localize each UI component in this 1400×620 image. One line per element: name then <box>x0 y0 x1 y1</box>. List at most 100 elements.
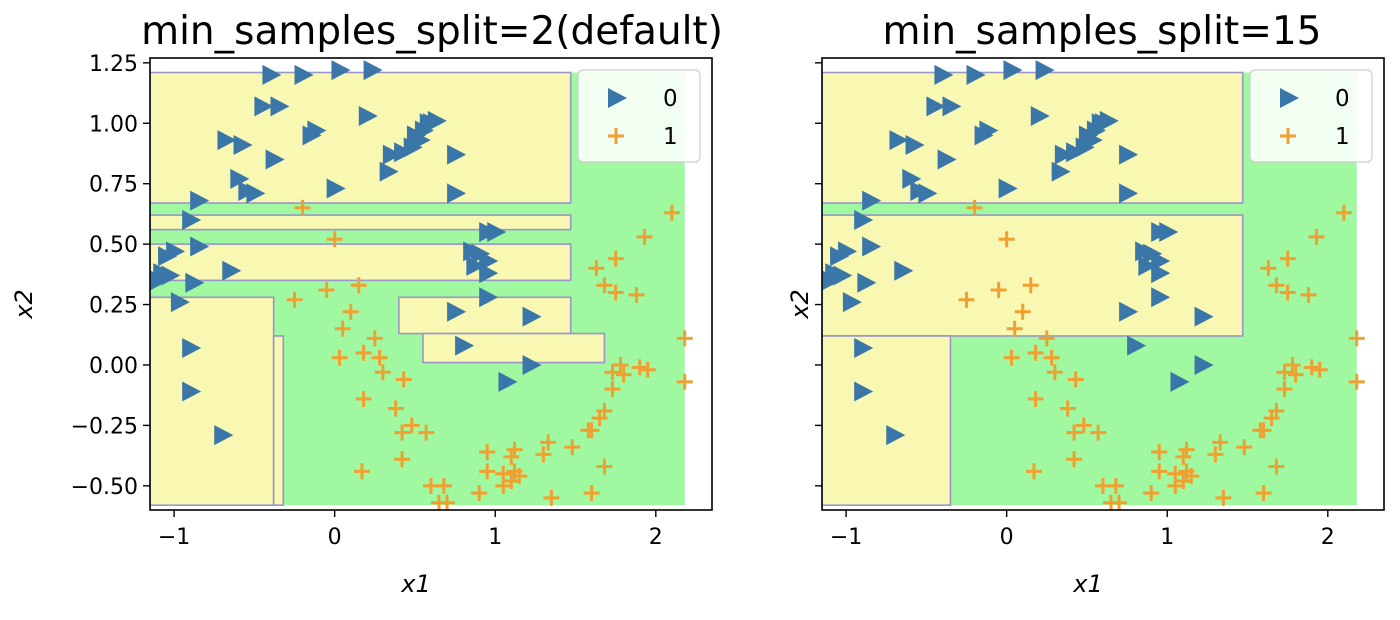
data-point-class-0 <box>1066 142 1086 163</box>
data-point-class-1 <box>1212 434 1229 451</box>
data-point-class-1 <box>1046 364 1063 381</box>
data-point-class-1 <box>1090 424 1107 441</box>
data-point-class-0 <box>150 270 170 291</box>
data-point-class-1 <box>1303 359 1320 376</box>
data-point-class-1 <box>286 291 303 308</box>
data-point-class-0 <box>379 161 399 182</box>
data-point-class-0 <box>1159 222 1179 243</box>
data-point-class-1 <box>1027 390 1044 407</box>
data-point-class-0 <box>233 135 253 156</box>
data-point-class-1 <box>1067 371 1084 388</box>
data-point-class-1 <box>1311 361 1328 378</box>
data-point-class-1 <box>1348 373 1365 390</box>
data-point-class-0 <box>326 178 346 199</box>
data-point-class-1 <box>1006 320 1023 337</box>
data-point-class-1 <box>543 489 560 506</box>
y-tick-label: 0.25 <box>89 294 138 319</box>
y-tick-label: −0.50 <box>71 475 138 500</box>
data-point-class-1 <box>958 291 975 308</box>
legend-label-1: 1 <box>663 124 678 150</box>
data-point-class-0 <box>1078 125 1098 146</box>
data-point-class-0 <box>830 246 850 267</box>
data-point-class-1 <box>294 199 311 216</box>
data-point-class-0 <box>158 246 178 267</box>
data-point-class-1 <box>1236 439 1253 456</box>
data-point-class-1 <box>612 356 629 373</box>
y-axis-label: x2 <box>10 289 38 319</box>
data-point-class-1 <box>387 400 404 417</box>
y-tick-label: 1.00 <box>89 112 138 137</box>
axes-frame <box>821 57 1385 511</box>
data-point-class-1 <box>394 451 411 468</box>
data-point-class-1 <box>1300 286 1317 303</box>
data-point-class-0 <box>394 142 414 163</box>
data-point-class-1 <box>503 472 520 489</box>
data-point-class-0 <box>217 130 237 151</box>
data-point-class-0 <box>222 260 242 281</box>
data-point-class-1 <box>604 381 621 398</box>
data-point-class-1 <box>1025 463 1042 480</box>
data-point-class-0 <box>182 338 202 359</box>
data-point-class-1 <box>371 349 388 366</box>
data-point-class-1 <box>435 477 452 494</box>
data-point-class-1 <box>535 446 552 463</box>
data-point-class-0 <box>246 183 266 204</box>
data-point-class-0 <box>358 106 378 127</box>
data-point-class-0 <box>1054 144 1074 165</box>
data-point-class-0 <box>886 425 906 446</box>
data-point-class-0 <box>894 260 914 281</box>
data-point-class-1 <box>471 485 488 502</box>
data-point-class-1 <box>1167 477 1184 494</box>
data-point-class-1 <box>966 199 983 216</box>
legend-marker-class-1 <box>608 128 624 144</box>
data-point-class-1 <box>596 402 613 419</box>
x-axis-label: x1 <box>1072 570 1102 598</box>
data-point-class-1 <box>394 424 411 441</box>
x-axis-label: x1 <box>400 570 430 598</box>
data-point-class-1 <box>676 330 693 347</box>
data-point-class-0 <box>854 381 874 402</box>
data-point-class-0 <box>966 64 986 85</box>
data-point-class-0 <box>262 64 282 85</box>
data-point-class-1 <box>350 277 367 294</box>
data-point-class-1 <box>1215 489 1232 506</box>
x-tick-label: 2 <box>1321 525 1335 550</box>
data-point-class-1 <box>1276 381 1293 398</box>
y-tick-label: 0.00 <box>89 354 138 379</box>
data-point-class-1 <box>1143 485 1160 502</box>
legend-label-0: 0 <box>663 86 678 112</box>
data-point-class-0 <box>926 96 946 117</box>
data-point-class-0 <box>427 110 447 131</box>
data-point-class-1 <box>1003 349 1020 366</box>
decision-region-class-0 <box>422 332 606 364</box>
data-point-class-0 <box>1119 183 1139 204</box>
y-tick-label: 0.50 <box>89 233 138 258</box>
data-point-class-0 <box>331 60 351 81</box>
data-point-class-0 <box>1138 255 1158 276</box>
decision-region-class-0 <box>150 71 572 204</box>
data-point-class-1 <box>990 282 1007 299</box>
data-point-class-1 <box>663 204 680 221</box>
x-tick-label: 2 <box>649 525 663 550</box>
data-point-class-1 <box>631 359 648 376</box>
data-point-class-1 <box>1279 284 1296 301</box>
data-point-class-0 <box>1151 287 1171 308</box>
chart-panel-1: −1 0 1 2−0.50−0.250.000.250.500.751.001.25m… <box>10 9 723 598</box>
data-point-class-0 <box>466 255 486 276</box>
data-point-class-1 <box>331 349 348 366</box>
data-point-class-0 <box>522 306 542 327</box>
data-point-class-0 <box>1030 106 1050 127</box>
data-point-class-0 <box>254 96 274 117</box>
x-tick-label: 0 <box>1000 525 1014 550</box>
data-point-class-0 <box>190 236 210 257</box>
data-point-class-0 <box>1170 371 1190 392</box>
data-point-class-1 <box>1279 250 1296 267</box>
data-point-class-1 <box>636 228 653 245</box>
data-point-class-1 <box>334 320 351 337</box>
data-point-class-1 <box>1022 277 1039 294</box>
data-point-class-1 <box>1178 441 1195 458</box>
data-point-class-0 <box>447 301 467 322</box>
data-point-class-1 <box>1038 330 1055 347</box>
data-point-class-1 <box>326 231 343 248</box>
